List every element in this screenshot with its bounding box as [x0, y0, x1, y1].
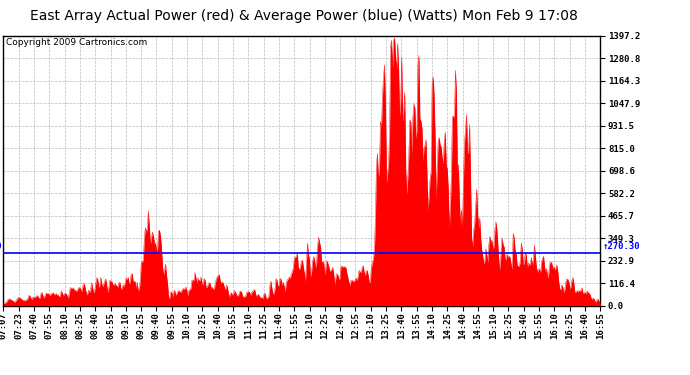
Text: ↑270.30: ↑270.30	[0, 242, 2, 250]
Text: Copyright 2009 Cartronics.com: Copyright 2009 Cartronics.com	[6, 38, 148, 47]
Text: ↑270.30: ↑270.30	[603, 242, 641, 250]
Text: East Array Actual Power (red) & Average Power (blue) (Watts) Mon Feb 9 17:08: East Array Actual Power (red) & Average …	[30, 9, 578, 23]
